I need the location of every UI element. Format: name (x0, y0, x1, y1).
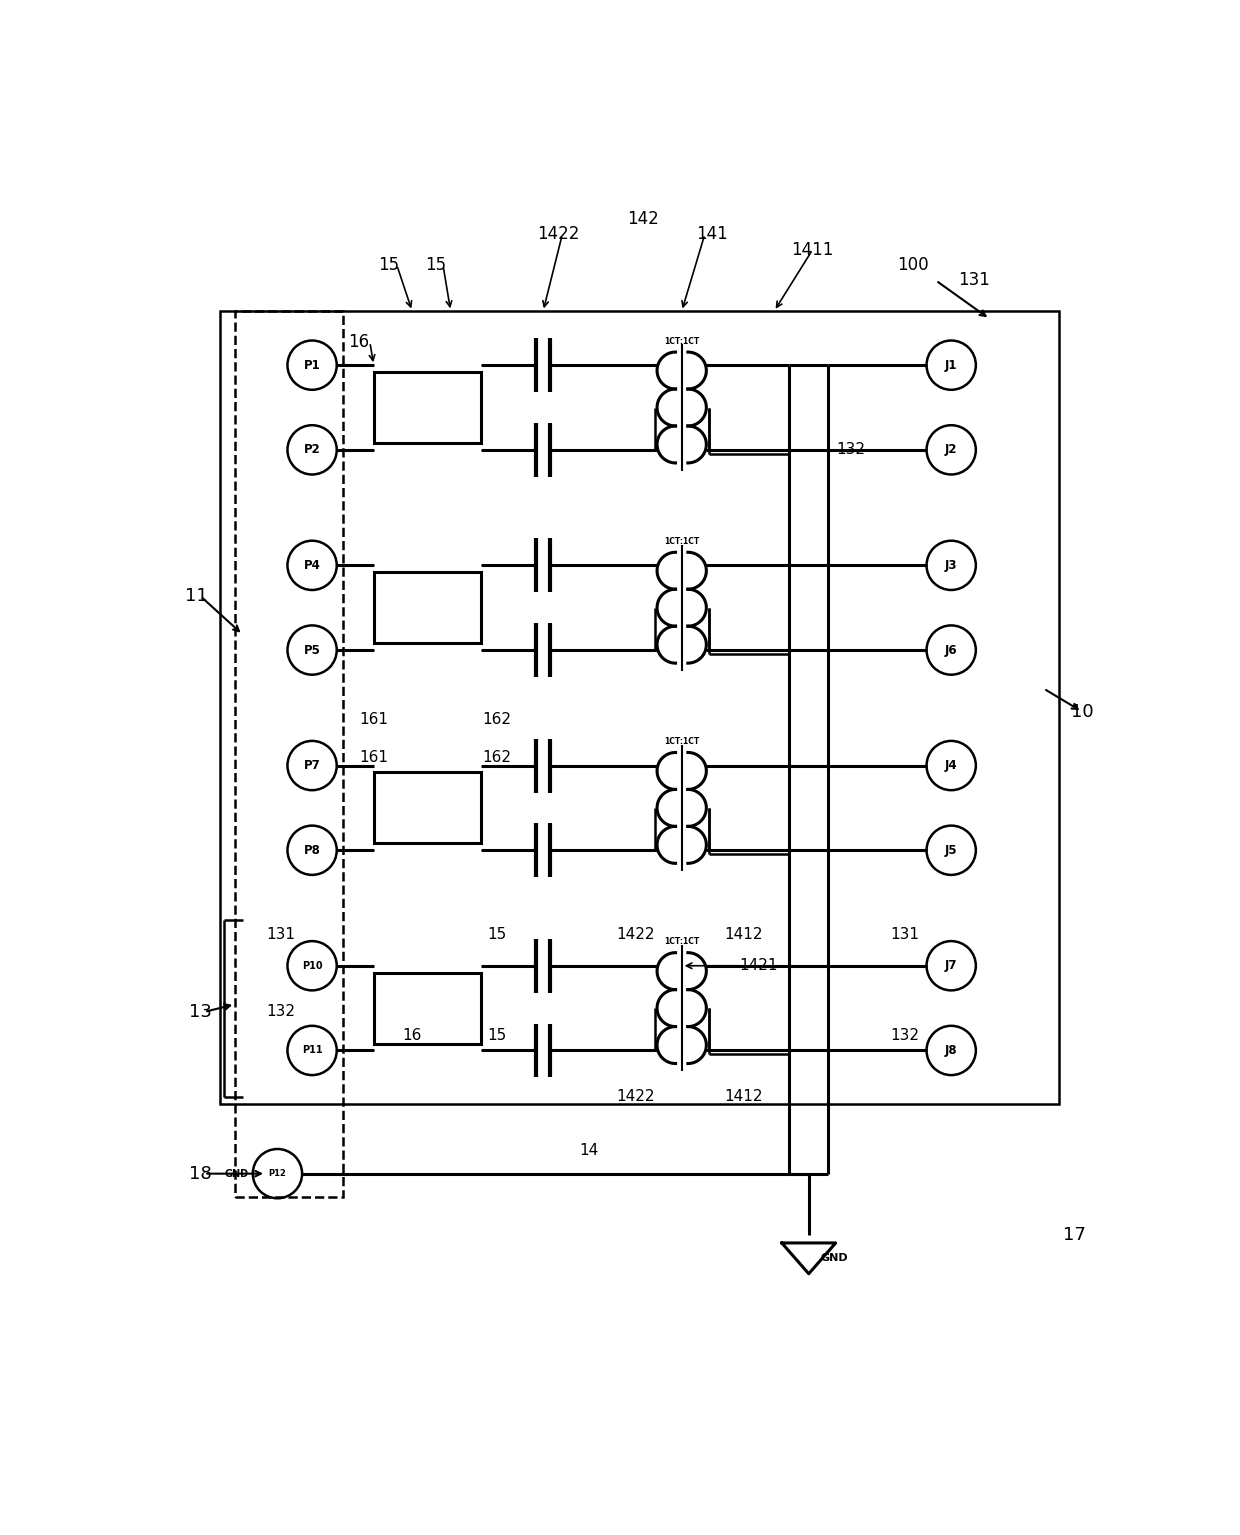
Text: GND: GND (224, 1168, 249, 1179)
Text: P10: P10 (301, 961, 322, 970)
Text: 162: 162 (482, 751, 511, 766)
Bar (373, 973, 481, 1044)
Text: 11: 11 (185, 588, 208, 605)
Text: 18: 18 (188, 1165, 212, 1182)
Text: 13: 13 (188, 1002, 212, 1021)
Text: 1421: 1421 (739, 958, 777, 973)
Text: J1: J1 (945, 359, 957, 371)
Text: 15: 15 (487, 1027, 506, 1042)
Text: J7: J7 (945, 959, 957, 972)
Text: 17: 17 (1063, 1226, 1086, 1245)
Text: 161: 161 (360, 751, 388, 766)
Text: 15: 15 (425, 256, 446, 275)
Text: 14: 14 (579, 1144, 599, 1157)
Text: 132: 132 (837, 442, 866, 457)
Text: 100: 100 (897, 256, 929, 275)
Text: J4: J4 (945, 758, 957, 772)
Text: J5: J5 (945, 844, 957, 857)
Text: 1422: 1422 (537, 226, 579, 243)
Text: 15: 15 (487, 927, 506, 942)
Text: P2: P2 (304, 444, 320, 456)
Text: 1411: 1411 (791, 241, 833, 259)
Text: 131: 131 (267, 927, 296, 942)
Bar (219, 312, 1059, 1104)
Text: 1CT:1CT: 1CT:1CT (665, 938, 699, 947)
Text: P5: P5 (304, 643, 320, 657)
Text: 161: 161 (360, 712, 388, 728)
Text: P8: P8 (304, 844, 320, 857)
Text: 1422: 1422 (616, 927, 655, 942)
Text: 16: 16 (347, 333, 368, 352)
Text: 1422: 1422 (616, 1090, 655, 1104)
Text: 1CT:1CT: 1CT:1CT (665, 336, 699, 345)
Text: 1412: 1412 (724, 927, 763, 942)
Text: P12: P12 (269, 1170, 286, 1179)
Text: 132: 132 (890, 1027, 920, 1042)
Text: GND: GND (821, 1254, 848, 1263)
Text: P11: P11 (301, 1045, 322, 1056)
Text: 15: 15 (378, 256, 399, 275)
Text: 142: 142 (627, 210, 660, 227)
Text: 131: 131 (890, 927, 920, 942)
Text: J2: J2 (945, 444, 957, 456)
Text: 10: 10 (1071, 703, 1094, 720)
Text: 141: 141 (697, 226, 728, 243)
Text: J6: J6 (945, 643, 957, 657)
Text: 1412: 1412 (724, 1090, 763, 1104)
Text: 1CT:1CT: 1CT:1CT (665, 537, 699, 546)
Text: P7: P7 (304, 758, 320, 772)
Bar (236, 312, 343, 1197)
Text: 16: 16 (403, 1027, 422, 1042)
Text: 1CT:1CT: 1CT:1CT (665, 737, 699, 746)
Bar (373, 371, 481, 444)
Text: J8: J8 (945, 1044, 957, 1058)
Bar (373, 772, 481, 843)
Text: 132: 132 (267, 1004, 296, 1019)
Text: P1: P1 (304, 359, 320, 371)
Text: 131: 131 (959, 272, 991, 290)
Text: J3: J3 (945, 559, 957, 573)
Text: 162: 162 (482, 712, 511, 728)
Bar (373, 573, 481, 643)
Text: P4: P4 (304, 559, 320, 573)
